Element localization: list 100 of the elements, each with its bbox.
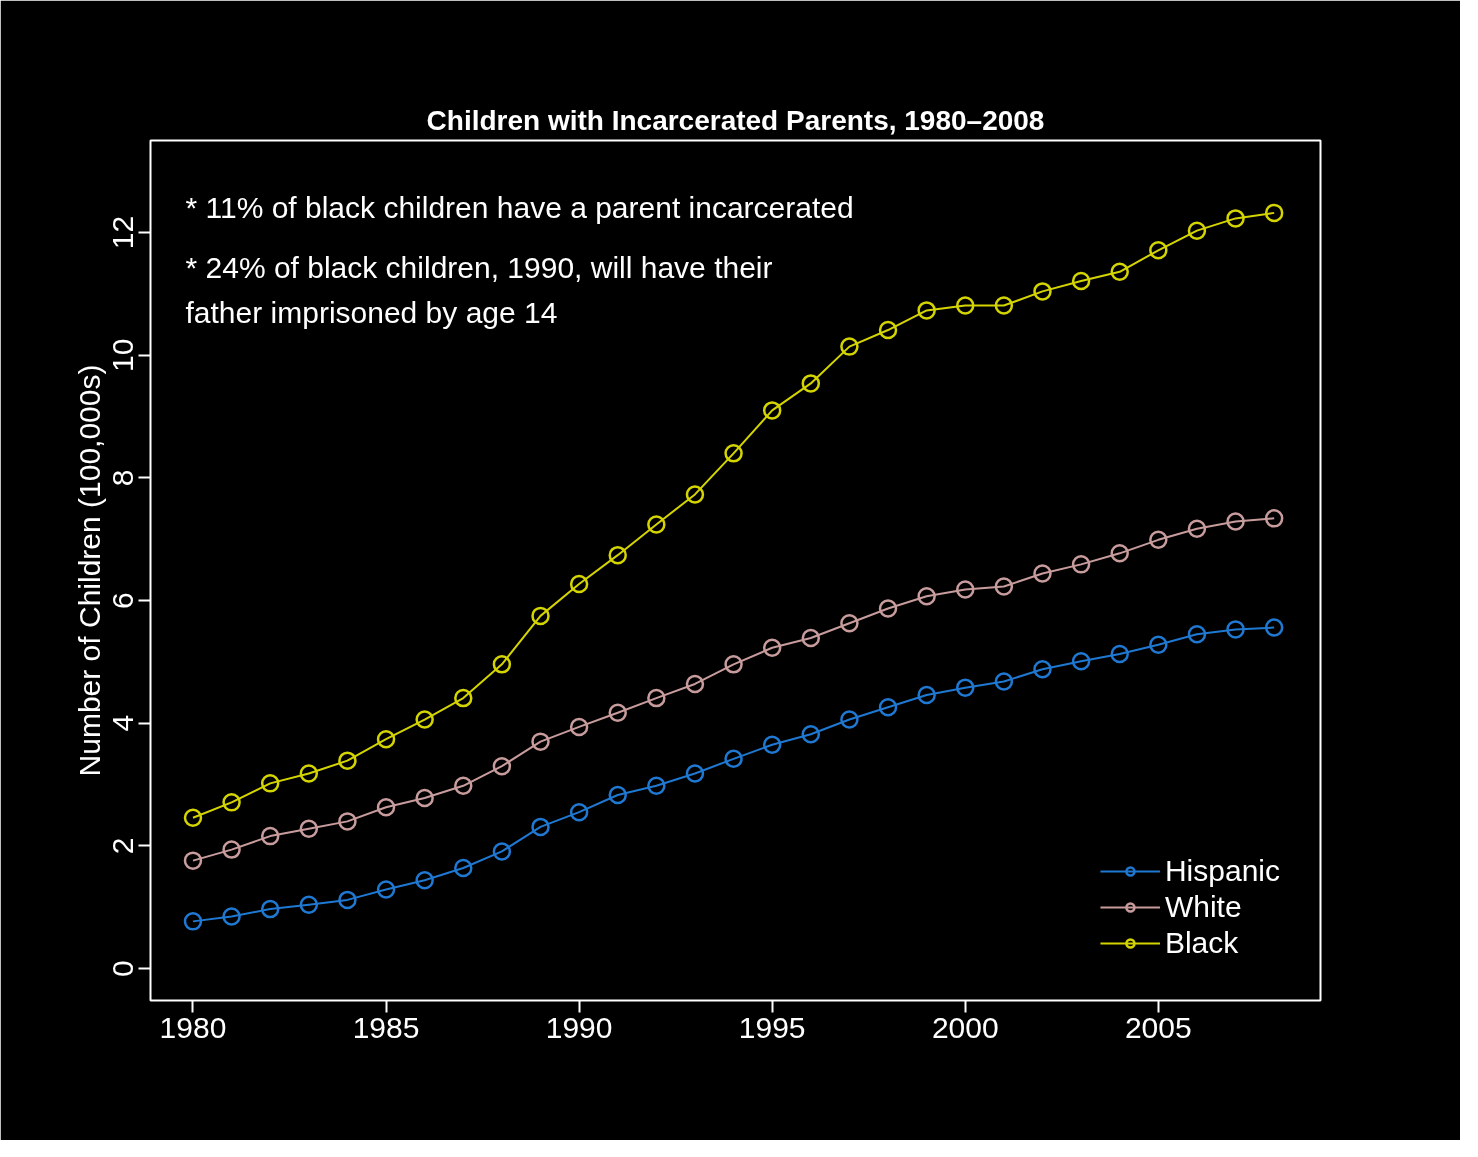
point: [724, 655, 743, 674]
chart-title: Children with Incarcerated Parents, 1980–2008: [426, 104, 1045, 136]
point: [1226, 620, 1245, 639]
point: [1264, 509, 1284, 528]
point: [1033, 282, 1052, 301]
point: [685, 485, 705, 504]
point: [1226, 209, 1245, 228]
point: [840, 710, 859, 729]
point: [1110, 644, 1129, 664]
point: [1187, 519, 1207, 539]
x-tick-label: 1980: [159, 1010, 227, 1044]
point: [531, 817, 550, 837]
point: [724, 444, 743, 463]
point: [454, 688, 473, 708]
point: [878, 599, 898, 618]
legend-label: White: [1164, 890, 1242, 924]
point: [415, 788, 434, 808]
point: [492, 842, 512, 861]
point: [531, 606, 550, 626]
point: [1226, 512, 1245, 531]
y-tick-label: 10: [106, 338, 140, 372]
point: [994, 296, 1014, 315]
point: [1110, 262, 1129, 281]
point: [608, 545, 627, 565]
x-tick-label: 1990: [545, 1010, 613, 1044]
y-tick-label: 2: [106, 837, 140, 855]
point: [1264, 203, 1284, 223]
point: [801, 374, 821, 393]
point: [1033, 564, 1052, 583]
x-tick-label: 2005: [1124, 1010, 1192, 1044]
point: [260, 899, 280, 919]
x-tick-label: 2000: [931, 1010, 999, 1044]
point: [762, 401, 782, 420]
point: [840, 614, 859, 633]
point: [299, 764, 319, 783]
point: [1149, 635, 1168, 654]
point: [338, 751, 357, 770]
point: [647, 515, 666, 534]
point: [222, 840, 241, 859]
point: [917, 301, 936, 320]
point: [454, 776, 473, 796]
y-axis-title: Number of Children (100,000s): [72, 364, 106, 777]
point: [569, 717, 589, 737]
y-tick-label: 8: [106, 469, 140, 487]
point: [1187, 221, 1207, 240]
point: [183, 808, 203, 827]
point: [801, 725, 821, 744]
y-tick-label: 12: [106, 215, 140, 250]
x-tick-label: 1985: [352, 1010, 420, 1044]
point: [608, 785, 627, 805]
point: [878, 698, 898, 717]
point: [376, 880, 396, 899]
point: [1071, 652, 1091, 671]
y-tick-label: 0: [106, 960, 140, 977]
point: [415, 871, 434, 890]
point: [724, 749, 743, 769]
annotation: * 24% of black children, 1990, will have their father imprisoned by age 14: [185, 250, 773, 329]
point: [299, 819, 319, 838]
point: [840, 337, 859, 356]
point: [762, 638, 782, 658]
point: [415, 710, 434, 729]
point: [183, 912, 203, 931]
point: [956, 580, 975, 599]
point: [492, 756, 512, 776]
point: [569, 574, 589, 594]
point: [260, 826, 280, 846]
point: [569, 802, 589, 822]
point: [647, 688, 666, 708]
point: [299, 895, 319, 915]
point: [685, 764, 705, 783]
y-tick-label: 6: [106, 592, 140, 609]
point: [762, 735, 782, 754]
point: [1033, 660, 1052, 679]
legend-label: Black: [1164, 926, 1239, 960]
point: [1264, 618, 1284, 637]
point: [338, 890, 357, 910]
annotation: * 11% of black children have a parent incarcerated: [185, 190, 854, 224]
point: [956, 678, 975, 697]
legend-label: Hispanic: [1164, 854, 1280, 888]
point: [1110, 544, 1129, 563]
point: [608, 703, 627, 723]
point: [454, 858, 473, 878]
point: [956, 296, 975, 315]
point: [183, 851, 203, 870]
point: [338, 812, 357, 831]
x-tick-label: 1995: [738, 1010, 806, 1044]
point: [1071, 555, 1091, 574]
point: [222, 907, 241, 926]
point: [994, 577, 1014, 596]
point: [531, 732, 550, 751]
point: [492, 655, 512, 674]
point: [376, 729, 396, 749]
point: [801, 628, 821, 648]
point: [917, 685, 936, 705]
point: [260, 774, 280, 793]
point: [878, 320, 898, 340]
point: [647, 776, 666, 796]
point: [917, 587, 936, 606]
point: [1187, 625, 1207, 644]
point: [1149, 530, 1168, 550]
